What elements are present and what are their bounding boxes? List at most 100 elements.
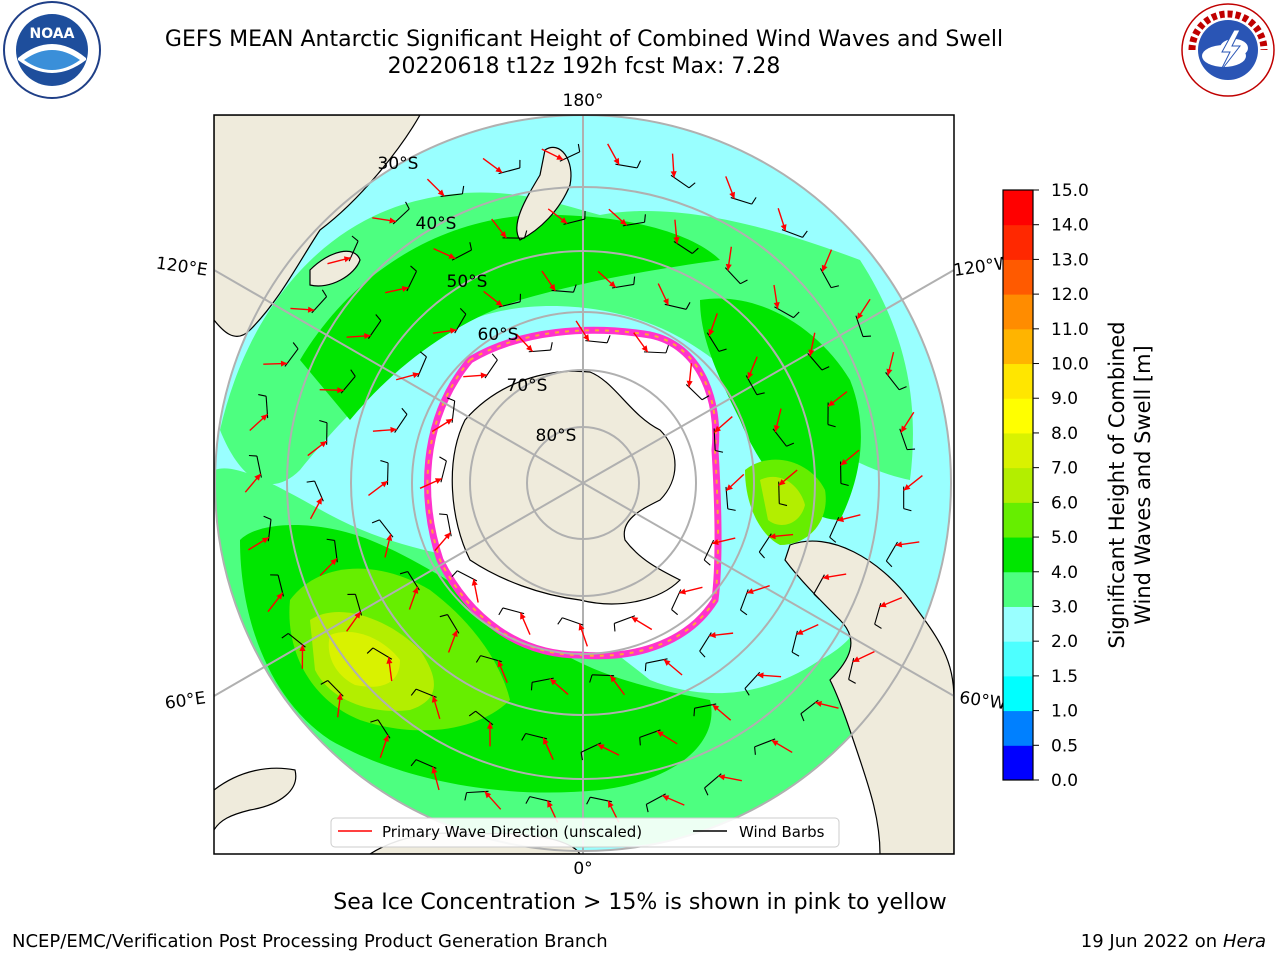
meridian-label-120e: 120°E	[155, 254, 209, 281]
wave-arrow-head	[656, 731, 664, 738]
wind-barb-feather	[643, 214, 646, 223]
latitude-label-70s: 70°S	[507, 376, 548, 396]
wave-arrow-head	[431, 766, 438, 774]
colorbar-segment	[1003, 641, 1033, 677]
wind-barb-feather	[718, 348, 727, 352]
wave-arrow-head	[886, 368, 893, 376]
wind-barb-feather	[380, 460, 389, 464]
wind-barb-feather	[685, 302, 691, 310]
credit-text: NCEP/EMC/Verification Post Processing Pr…	[12, 931, 608, 952]
wind-barb-feather	[577, 143, 581, 152]
wind-barb-feather	[469, 242, 473, 251]
wave-arrow-head	[495, 299, 503, 307]
noaa-logo-text: NOAA	[30, 26, 75, 42]
colorbar-label-line1: Significant Height of Combined	[1105, 321, 1129, 648]
wave-arrow-head	[837, 516, 844, 523]
wave-arrow-head	[431, 695, 438, 703]
wind-barb-feather	[848, 679, 856, 684]
colorbar-segment	[1003, 328, 1033, 365]
wind-barb-feather	[758, 551, 765, 559]
colorbar-tick-label: 10.0	[1051, 355, 1089, 375]
wave-arrow-head	[444, 532, 451, 540]
wind-barb-feather	[802, 230, 808, 238]
wave-arrow-head	[714, 425, 721, 433]
wind-barb-feather	[613, 623, 616, 632]
colorbar-tick-label: 3.0	[1051, 597, 1078, 617]
wind-barb-feather	[800, 713, 805, 722]
wave-arrow-head	[796, 629, 804, 635]
colorbar-segment	[1003, 745, 1033, 781]
map-legend: Primary Wave Direction (unscaled) Wind B…	[330, 817, 840, 848]
wind-barb-feather	[793, 311, 800, 319]
colorbar-segment	[1003, 398, 1033, 434]
wave-arrow-head	[299, 644, 306, 652]
wave-arrow-head	[526, 344, 533, 352]
wave-arrow-head	[497, 660, 504, 668]
colorbar-tick-label: 1.0	[1051, 702, 1078, 722]
wave-arrow-head	[401, 285, 409, 292]
wave-arrow-head	[840, 459, 848, 466]
wave-arrow-head	[386, 657, 393, 664]
wind-barb-feather	[451, 570, 458, 577]
wind-barb-feather	[874, 623, 882, 629]
wind-barb-feather	[715, 449, 724, 453]
wind-barb-feather	[410, 759, 417, 767]
wind-barb-feather	[525, 796, 531, 804]
noaa-logo: NOAA	[3, 1, 101, 99]
wind-barb-feather	[523, 230, 528, 239]
wave-arrow-head	[556, 154, 564, 160]
wind-barb-feather	[464, 792, 468, 801]
wind-barb-feather	[258, 394, 267, 397]
wave-arrow-head	[747, 371, 754, 379]
wind-barb-feather	[375, 314, 382, 321]
wind-barb-feather	[248, 454, 257, 457]
wave-arrow-head	[663, 298, 669, 306]
colorbar-tick-label: 8.0	[1051, 424, 1078, 444]
graticule	[214, 115, 954, 854]
wave-arrow-head	[663, 659, 671, 666]
wave-arrow-head	[718, 774, 726, 781]
wave-arrow-head	[480, 372, 488, 379]
colorbar-segment	[1003, 224, 1033, 260]
colorbar-segment	[1003, 710, 1033, 746]
colorbar-tick-label: 0.0	[1051, 771, 1078, 791]
wave-arrow-head	[337, 387, 344, 394]
wave-arrow-head	[725, 263, 732, 271]
antarctica	[451, 370, 682, 605]
wave-arrow-head	[670, 171, 677, 178]
wave-arrow-head	[276, 592, 283, 600]
wind-barb-feather	[401, 407, 408, 415]
colorbar-segment	[1003, 675, 1033, 712]
colorbar-segment	[1003, 502, 1033, 538]
colorbar-tick-label: 12.0	[1051, 285, 1089, 305]
wave-arrow-head	[619, 218, 627, 226]
wave-arrow-head	[778, 479, 786, 486]
wind-barb-feather	[319, 419, 328, 424]
wave-arrow-head	[679, 588, 686, 595]
wave-arrow-head	[471, 578, 478, 586]
colorbar-label-line2: Wind Waves and Swell [m]	[1131, 345, 1155, 625]
wind-barb-feather	[439, 513, 448, 516]
wave-arrow-head	[261, 537, 269, 544]
wind-barb-feather	[727, 508, 736, 511]
wave-arrow-head	[549, 283, 556, 291]
wind-barb-feather	[263, 515, 272, 520]
wind-barb-feather	[645, 804, 649, 813]
wave-arrow-head	[437, 189, 445, 197]
colorbar-segment	[1003, 537, 1033, 573]
wind-barb-feather	[693, 708, 696, 717]
wave-arrow-head	[729, 191, 735, 199]
wave-arrow-head	[389, 217, 396, 224]
wave-arrow-head	[852, 656, 860, 662]
wave-arrow-head	[857, 312, 864, 320]
latitude-label-80s: 80°S	[536, 426, 577, 446]
wind-barb-feather	[351, 235, 359, 242]
wave-arrow-head	[686, 380, 693, 388]
wave-arrow-head	[583, 334, 590, 342]
wave-arrow-head	[597, 744, 605, 750]
wave-arrow-head	[828, 400, 835, 407]
wind-barb-feather	[530, 682, 533, 691]
wave-arrow-head	[383, 734, 389, 742]
colorbar: 0.0 0.5 1.0 1.5 2.0 3.0 4.0 5.0 6.0 7.0 8.0 9.0 10.0…	[1002, 181, 1089, 791]
colorbar-segment	[1003, 190, 1033, 226]
